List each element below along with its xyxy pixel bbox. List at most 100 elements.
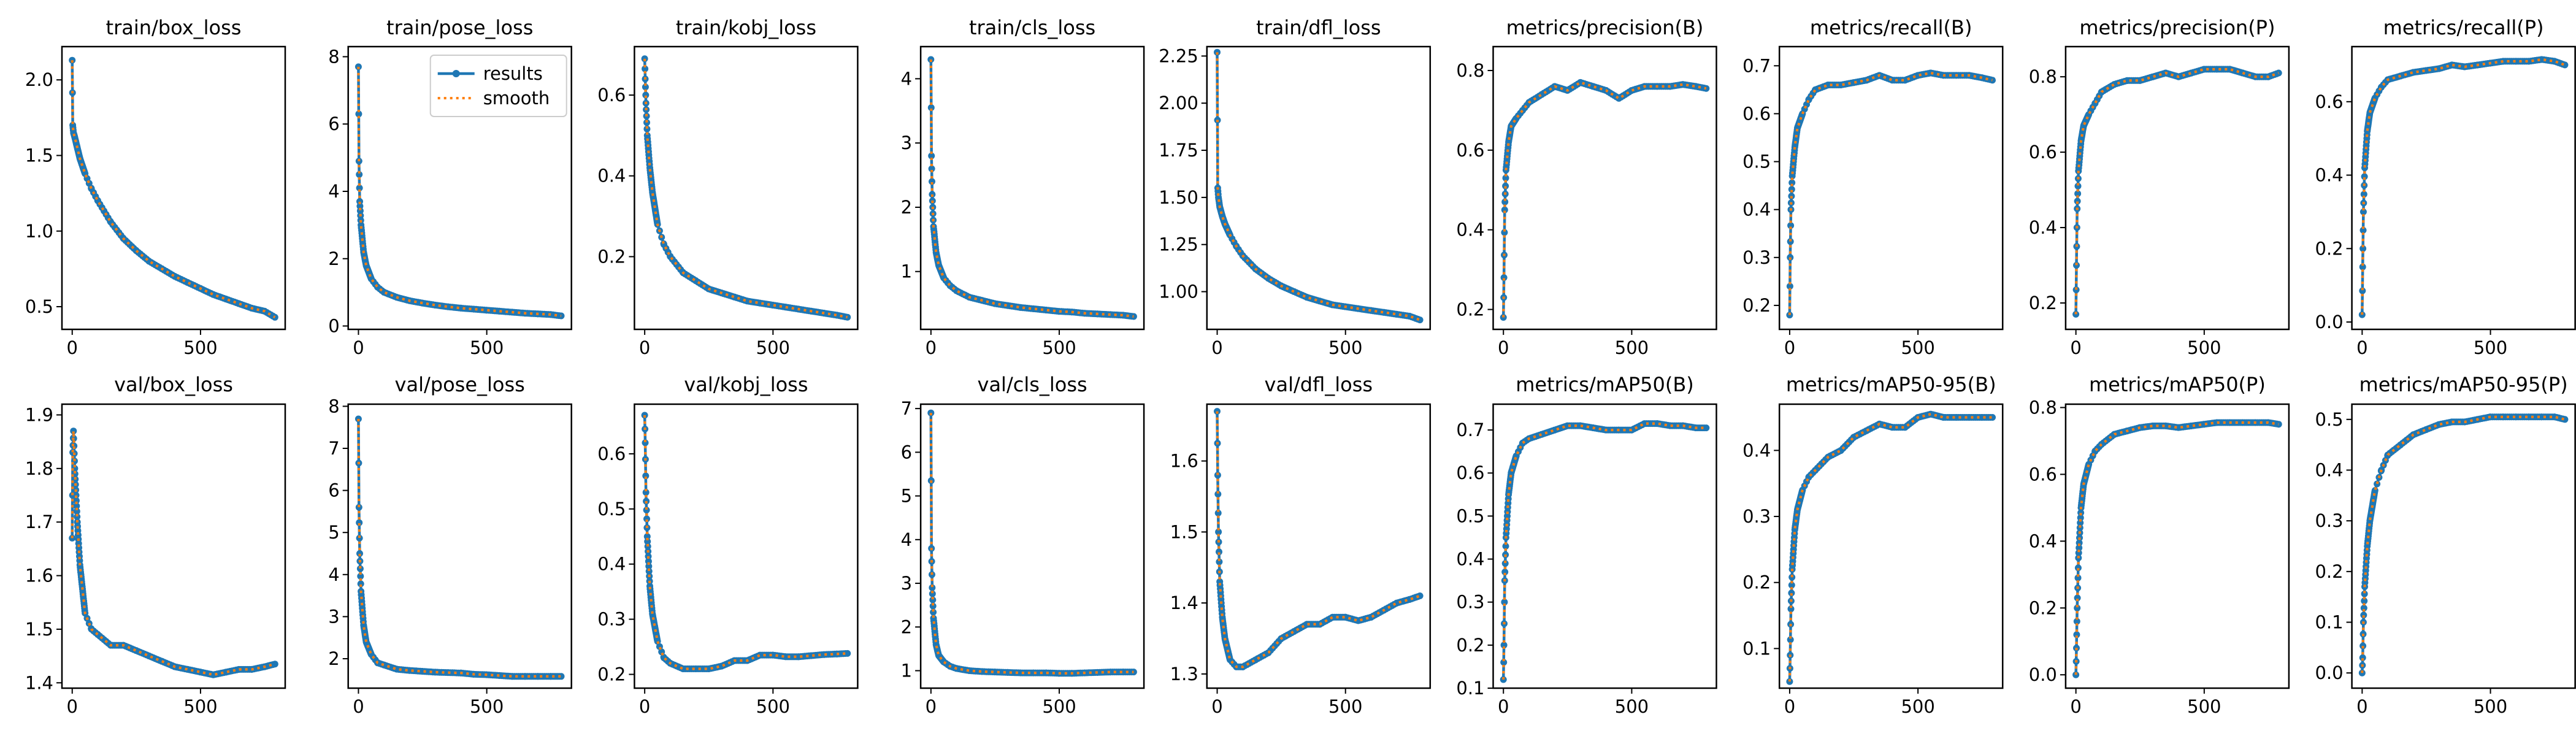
y-tick-label: 0.8 bbox=[1456, 60, 1484, 81]
results-point bbox=[644, 538, 651, 545]
x-tick-label: 0 bbox=[2356, 337, 2367, 358]
results-point bbox=[1216, 548, 1222, 556]
results-point bbox=[643, 515, 650, 523]
y-tick-label: 0.8 bbox=[2029, 66, 2057, 87]
x-tick-label: 0 bbox=[639, 337, 650, 358]
results-line bbox=[643, 415, 848, 670]
subplot-title: metrics/recall(P) bbox=[2383, 16, 2544, 39]
results-point bbox=[1787, 222, 1795, 229]
axes-frame bbox=[1778, 45, 2004, 331]
results-point bbox=[1214, 510, 1222, 516]
x-tick-label: 500 bbox=[1042, 696, 1076, 717]
results-line bbox=[929, 413, 1134, 675]
results-point bbox=[1786, 283, 1793, 290]
subplot-train-box-loss: train/box_loss 0 500 0.5 1.0 1.5 2.0 bbox=[25, 16, 286, 358]
results-point bbox=[642, 65, 649, 72]
smooth-line bbox=[2074, 67, 2279, 315]
results-point bbox=[356, 171, 363, 178]
results-line bbox=[2074, 421, 2279, 675]
y-tick-label: 0.4 bbox=[1742, 440, 1771, 461]
results-point bbox=[645, 567, 653, 575]
y-tick-label: 0.2 bbox=[2029, 597, 2057, 618]
axes-frame bbox=[634, 45, 859, 331]
y-tick-label: 0.6 bbox=[1456, 462, 1484, 483]
results-point bbox=[2074, 594, 2081, 602]
y-tick-label: 1.3 bbox=[1170, 664, 1198, 684]
y-tick-label: 0.4 bbox=[2029, 531, 2057, 551]
y-tick-label: 1.5 bbox=[25, 619, 53, 640]
results-point bbox=[1788, 581, 1795, 589]
axes-frame bbox=[2351, 45, 2576, 331]
results-line bbox=[2074, 67, 2280, 315]
subplot-train-kobj-loss: train/kobj_loss 0 500 0.2 0.4 0.6 bbox=[597, 16, 859, 358]
results-point bbox=[2073, 262, 2080, 269]
y-tick-label: 1.5 bbox=[25, 145, 53, 166]
y-tick-label: 4 bbox=[328, 564, 339, 585]
subplot-val-cls-loss: val/cls_loss 0 500 1 2 3 4 5 6 7 bbox=[901, 373, 1145, 717]
results-point bbox=[1502, 182, 1509, 190]
y-tick-label: 2 bbox=[901, 616, 912, 637]
x-tick-label: 0 bbox=[926, 696, 937, 717]
results-point bbox=[2360, 611, 2367, 619]
subplot-val-kobj-loss: val/kobj_loss 0 500 0.2 0.3 0.4 0.5 0.6 bbox=[597, 373, 859, 717]
y-tick-label: 0.6 bbox=[2315, 91, 2343, 112]
y-tick-label: 1.7 bbox=[25, 512, 53, 532]
y-tick-label: 0.7 bbox=[1742, 55, 1771, 76]
y-tick-label: 7 bbox=[328, 438, 339, 459]
subplot-title: train/cls_loss bbox=[969, 16, 1095, 39]
smooth-line bbox=[929, 59, 1134, 318]
results-point bbox=[1989, 414, 1996, 421]
y-tick-label: 0.6 bbox=[1742, 103, 1771, 124]
x-tick-label: 500 bbox=[1615, 696, 1649, 717]
subplot-title: train/kobj_loss bbox=[676, 16, 816, 39]
y-tick-label: 0.4 bbox=[1456, 549, 1484, 570]
axes-frame bbox=[347, 403, 572, 689]
subplot-metrics-precision-p-: metrics/precision(P) 0 500 0.2 0.4 0.6 0.8 bbox=[2029, 16, 2290, 358]
axes-frame bbox=[61, 403, 286, 689]
smooth-line bbox=[2074, 421, 2279, 675]
y-tick-label: 0.3 bbox=[597, 609, 626, 630]
x-tick-label: 500 bbox=[2474, 337, 2507, 358]
smooth-line bbox=[1502, 81, 1707, 318]
x-tick-label: 500 bbox=[1328, 696, 1362, 717]
results-point bbox=[642, 83, 649, 91]
y-tick-label: 0.7 bbox=[1456, 420, 1484, 440]
results-point bbox=[1500, 659, 1508, 666]
x-tick-label: 500 bbox=[470, 696, 504, 717]
subplot-train-cls-loss: train/cls_loss 0 500 1 2 3 4 bbox=[901, 16, 1145, 358]
results-line bbox=[2361, 415, 2566, 673]
y-tick-label: 1.6 bbox=[25, 565, 53, 586]
results-point bbox=[2076, 524, 2083, 531]
x-tick-label: 0 bbox=[1211, 696, 1222, 717]
results-line bbox=[1501, 80, 1707, 318]
results-line bbox=[1216, 52, 1420, 321]
results-point bbox=[1501, 569, 1509, 576]
x-tick-label: 500 bbox=[470, 337, 504, 358]
results-line bbox=[1788, 412, 1993, 682]
legend-box bbox=[429, 55, 567, 117]
results-point bbox=[2074, 197, 2081, 205]
results-point bbox=[1788, 179, 1796, 186]
y-tick-label: 0.6 bbox=[597, 443, 626, 464]
subplot-metrics-map50-95-b-: metrics/mAP50-95(B) 0 500 0.1 0.2 0.3 0.4 bbox=[1742, 373, 2004, 717]
results-point bbox=[2359, 642, 2367, 650]
results-line bbox=[643, 58, 848, 319]
x-tick-label: 0 bbox=[1784, 337, 1795, 358]
results-point bbox=[1501, 206, 1508, 213]
y-tick-label: 0.4 bbox=[1742, 199, 1771, 220]
results-point bbox=[643, 119, 650, 126]
results-point bbox=[2074, 574, 2082, 581]
results-point bbox=[356, 185, 363, 191]
smooth-line bbox=[1788, 71, 1993, 315]
results-point bbox=[927, 104, 935, 111]
y-tick-label: 2 bbox=[901, 197, 912, 218]
x-tick-label: 0 bbox=[1784, 696, 1795, 717]
results-line bbox=[929, 59, 1134, 318]
y-tick-label: 4 bbox=[901, 68, 912, 89]
y-tick-label: 0.2 bbox=[1456, 299, 1484, 320]
results-point bbox=[929, 590, 936, 597]
y-tick-label: 5 bbox=[328, 522, 339, 543]
y-tick-label: 0.5 bbox=[1742, 151, 1771, 172]
y-tick-label: 0.5 bbox=[25, 296, 53, 317]
y-tick-label: 1.4 bbox=[25, 672, 53, 693]
